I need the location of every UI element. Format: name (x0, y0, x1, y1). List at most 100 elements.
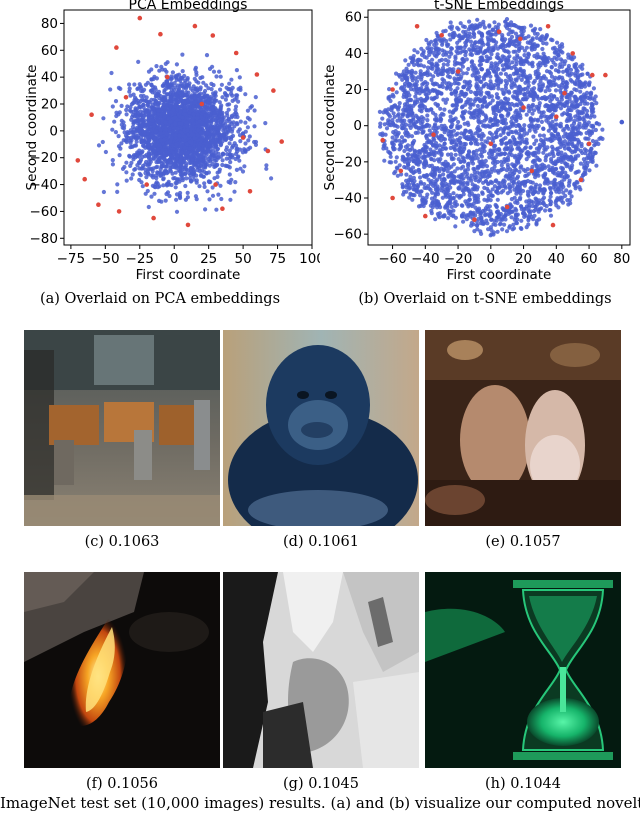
pca-point (214, 158, 219, 163)
tsne-point (503, 89, 509, 94)
tsne-point (479, 154, 484, 159)
tsne-point (507, 171, 512, 176)
tsne-point (444, 50, 449, 55)
tsne-point (402, 164, 407, 170)
pca-point (226, 107, 231, 112)
tsne-point (476, 117, 481, 122)
tsne-point (406, 152, 411, 157)
pca-point (231, 120, 236, 125)
tsne-point (429, 46, 434, 51)
pca-y-tick-label: 60 (41, 43, 58, 59)
tsne-point (534, 138, 539, 143)
tsne-point (426, 91, 431, 96)
pca-point (197, 145, 202, 150)
pca-point (238, 119, 243, 124)
tsne-point (522, 48, 527, 53)
pca-point (175, 126, 181, 131)
pca-y-tick-label: 20 (41, 97, 58, 113)
pca-point (174, 74, 179, 79)
tsne-point (542, 74, 547, 79)
tsne-point (481, 77, 487, 82)
tsne-point (477, 120, 482, 125)
tsne-point (567, 178, 572, 183)
pca-point (116, 134, 121, 139)
pca-point (237, 133, 243, 138)
pca-point (194, 180, 199, 185)
tsne-point (510, 209, 515, 214)
pca-point (171, 107, 176, 112)
pca-point (124, 160, 129, 165)
tsne-point (514, 221, 519, 226)
tsne-point (519, 204, 524, 209)
tsne-point (515, 103, 520, 108)
pca-x-tick-label: −50 (91, 251, 120, 267)
pca-point (220, 162, 225, 168)
pca-point (215, 170, 220, 175)
tsne-point (416, 167, 421, 172)
tsne-point (551, 146, 556, 152)
tsne-point (541, 195, 547, 200)
pca-point (174, 93, 179, 98)
pca-point (174, 142, 179, 147)
pca-point (215, 130, 220, 135)
tsne-point (427, 163, 432, 169)
tsne-point (461, 71, 466, 76)
pca-point (152, 191, 157, 196)
tsne-point (578, 64, 583, 69)
tsne-point (532, 78, 537, 84)
tsne-point (422, 64, 427, 69)
pca-point (155, 133, 160, 138)
tsne-point (600, 127, 605, 132)
tsne-point (406, 162, 411, 167)
pca-point (133, 108, 138, 113)
pca-point (205, 113, 210, 118)
pca-point (196, 165, 202, 170)
tsne-point (512, 23, 517, 28)
tsne-point (421, 156, 426, 161)
pca-point (233, 156, 238, 162)
tsne-point (412, 121, 417, 126)
pca-point (161, 176, 166, 181)
pca-point (246, 138, 251, 143)
pca-point (116, 209, 122, 214)
tsne-point (594, 101, 599, 106)
pca-point (173, 170, 178, 175)
pca-x-tick-label: 100 (299, 251, 320, 267)
pca-point (211, 69, 217, 74)
pca-point (168, 95, 173, 100)
tsne-point (561, 69, 566, 74)
tsne-point (567, 97, 572, 102)
tsne-point (564, 188, 569, 193)
tsne-point (440, 48, 445, 53)
pca-point (167, 128, 172, 134)
pca-point (119, 141, 124, 146)
pca-point (234, 167, 239, 172)
pca-point (197, 119, 202, 124)
tsne-point (553, 68, 558, 73)
pca-point (142, 98, 147, 103)
tsne-point (542, 163, 547, 169)
tsne-point (571, 144, 576, 149)
pca-point (226, 179, 231, 184)
pca-point (194, 109, 199, 114)
tsne-point (406, 111, 411, 116)
pca-point (168, 163, 173, 168)
tsne-point (561, 190, 566, 195)
tsne-point (432, 153, 437, 158)
pca-point (127, 82, 132, 87)
pca-point (210, 185, 215, 190)
tsne-point (537, 142, 542, 147)
tsne-point (557, 140, 562, 145)
pca-point (137, 15, 143, 21)
tsne-point (576, 153, 581, 158)
tsne-point (512, 56, 517, 61)
pca-point (122, 164, 127, 170)
pca-point (194, 79, 199, 84)
tsne-point (528, 118, 534, 123)
tsne-point (552, 177, 557, 182)
pca-point (230, 133, 236, 138)
tsne-point (468, 105, 473, 110)
tsne-point (518, 73, 523, 78)
pca-point (212, 176, 217, 181)
tsne-point (453, 224, 458, 229)
